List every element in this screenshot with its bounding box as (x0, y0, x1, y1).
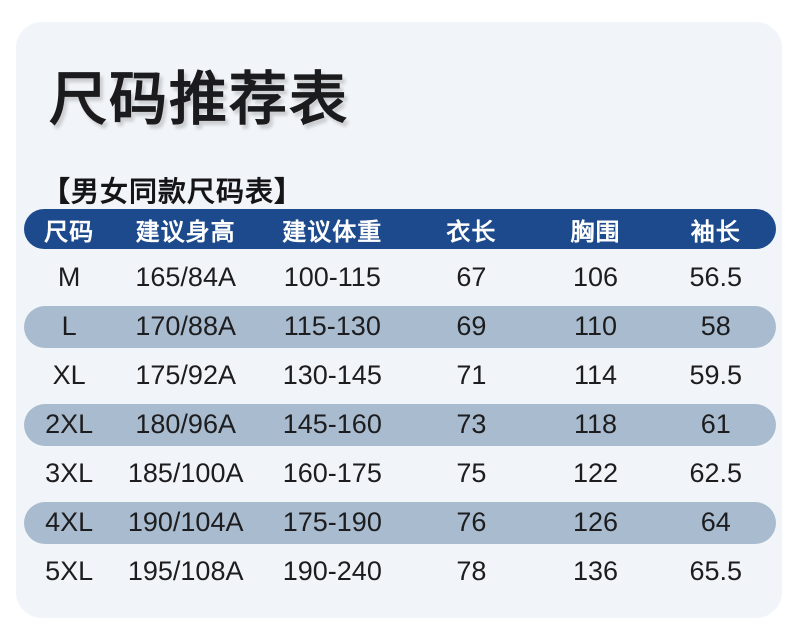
column-header-weight: 建议体重 (282, 218, 383, 246)
table-cell: 180/96A (135, 409, 236, 439)
table-row: 4XL 190/104A 175-190 76 126 64 (24, 501, 776, 544)
table-row: L 170/88A 115-130 69 110 58 (24, 305, 776, 348)
table-cell: 58 (700, 311, 731, 341)
table-cell: 100-115 (283, 262, 381, 292)
table-cell: 2XL (45, 409, 94, 439)
column-header-sleeve: 袖长 (690, 218, 741, 246)
table-cell: 3XL (45, 458, 94, 488)
table-cell: 118 (573, 409, 617, 439)
table-cell: 62.5 (689, 458, 743, 488)
table-row: 3XL 185/100A 160-175 75 122 62.5 (24, 449, 776, 498)
table-cell: XL (52, 360, 86, 390)
table-cell: 76 (456, 507, 487, 537)
table-cell: 145-160 (282, 409, 382, 439)
table-cell: 61 (700, 409, 731, 439)
table-cell: 190-240 (282, 556, 382, 586)
table-cell: 71 (456, 360, 487, 390)
table-cell: 69 (456, 311, 487, 341)
table-row: 5XL 195/108A 190-240 78 136 65.5 (24, 547, 776, 596)
table-cell: 5XL (45, 556, 94, 586)
table-cell: 195/108A (127, 556, 244, 586)
table-cell: 115-130 (283, 311, 381, 341)
table-cell: 122 (572, 458, 619, 488)
table-cell: 110 (573, 311, 617, 341)
table-row: 2XL 180/96A 145-160 73 118 61 (24, 403, 776, 446)
table-cell: 114 (573, 360, 617, 390)
table-cell: 136 (572, 556, 619, 586)
table-cell: 126 (572, 507, 619, 537)
table-header-row: 尺码 建议身高 建议体重 衣长 胸围 袖长 (24, 209, 776, 249)
table-cell: 185/100A (127, 458, 244, 488)
table-cell: 160-175 (282, 458, 382, 488)
table-cell: 106 (572, 262, 619, 292)
table-cell: 130-145 (282, 360, 382, 390)
table-cell: 175-190 (282, 507, 382, 537)
table-cell: 190/104A (127, 507, 244, 537)
table-cell: 165/84A (135, 262, 236, 292)
page-title: 尺码推荐表 (49, 67, 350, 132)
table-row: XL 175/92A 130-145 71 114 59.5 (24, 351, 776, 400)
column-header-length: 衣长 (446, 218, 497, 246)
table-cell: 56.5 (689, 262, 743, 292)
table-cell: 67 (456, 262, 487, 292)
column-header-size: 尺码 (44, 218, 95, 246)
table-cell: 59.5 (689, 360, 743, 390)
table-cell: 175/92A (135, 360, 236, 390)
table-cell: M (57, 262, 81, 292)
table-cell: 75 (456, 458, 487, 488)
table-row: M 165/84A 100-115 67 106 56.5 (24, 253, 776, 302)
table-cell: 64 (700, 507, 731, 537)
table-cell: L (61, 311, 77, 341)
table-cell: 73 (456, 409, 487, 439)
table-caption: 【男女同款尺码表】 (42, 176, 304, 207)
size-chart-card: 尺码推荐表 【男女同款尺码表】 尺码 建议身高 建议体重 衣长 胸围 袖长 M … (16, 22, 782, 618)
size-table: 尺码 建议身高 建议体重 衣长 胸围 袖长 M 165/84A 100-115 … (24, 209, 776, 596)
table-cell: 65.5 (689, 556, 743, 586)
table-cell: 4XL (45, 507, 94, 537)
column-header-chest: 胸围 (570, 218, 621, 246)
table-cell: 78 (456, 556, 487, 586)
table-cell: 170/88A (135, 311, 236, 341)
column-header-height: 建议身高 (135, 218, 236, 246)
